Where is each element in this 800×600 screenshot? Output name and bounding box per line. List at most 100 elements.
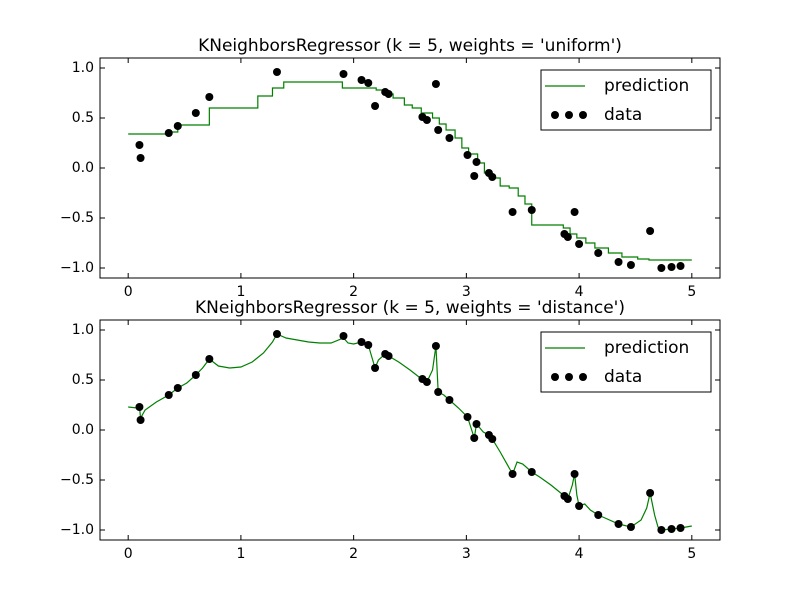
data-point xyxy=(364,79,373,87)
x-tick-label: 3 xyxy=(462,546,471,562)
y-tick-label: 0.5 xyxy=(72,110,94,126)
data-point xyxy=(575,240,584,248)
data-point xyxy=(272,330,281,338)
data-point xyxy=(135,403,144,411)
x-tick-label: 0 xyxy=(124,546,133,562)
data-point xyxy=(527,206,536,214)
y-tick-label: 0.0 xyxy=(72,160,94,176)
legend-label: data xyxy=(604,367,642,387)
y-tick-label: 1.0 xyxy=(72,60,94,76)
data-point xyxy=(422,378,431,386)
chart-title: KNeighborsRegressor (k = 5, weights = 'u… xyxy=(198,36,622,56)
data-point xyxy=(339,70,348,78)
x-tick-label: 5 xyxy=(687,546,696,562)
y-tick-label: −1.0 xyxy=(60,522,94,538)
data-point xyxy=(470,172,479,180)
x-tick-label: 1 xyxy=(236,284,245,300)
data-point xyxy=(135,141,144,149)
data-point xyxy=(472,158,481,166)
legend-marker xyxy=(565,373,573,381)
legend-label: data xyxy=(604,105,642,125)
data-point xyxy=(594,511,603,519)
data-point xyxy=(488,173,497,181)
data-point xyxy=(676,524,685,532)
data-point xyxy=(136,154,145,162)
data-point xyxy=(205,355,214,363)
data-point xyxy=(136,416,145,424)
data-point xyxy=(357,76,366,84)
data-point xyxy=(371,102,380,110)
data-point xyxy=(527,468,536,476)
data-point xyxy=(626,261,635,269)
y-tick-label: 0.0 xyxy=(72,422,94,438)
data-point xyxy=(508,208,517,216)
prediction-line xyxy=(128,333,692,531)
data-point xyxy=(434,388,443,396)
legend-marker xyxy=(579,111,587,119)
data-point xyxy=(422,116,431,124)
data-point xyxy=(646,227,655,235)
x-tick-label: 1 xyxy=(236,546,245,562)
data-point xyxy=(575,502,584,510)
prediction-line xyxy=(128,81,692,261)
legend-label: prediction xyxy=(604,338,689,358)
legend-marker xyxy=(551,111,559,119)
x-tick-label: 0 xyxy=(124,284,133,300)
data-point xyxy=(570,470,579,478)
x-tick-label: 5 xyxy=(687,284,696,300)
y-tick-label: −0.5 xyxy=(60,210,94,226)
data-point xyxy=(173,122,182,130)
data-point xyxy=(357,338,366,346)
data-point xyxy=(594,249,603,257)
data-point xyxy=(667,263,676,271)
data-point xyxy=(563,495,572,503)
data-point xyxy=(384,352,393,360)
data-point xyxy=(463,413,472,421)
data-point xyxy=(164,129,173,137)
data-point xyxy=(463,151,472,159)
data-point xyxy=(570,208,579,216)
data-point xyxy=(371,364,380,372)
data-point xyxy=(173,384,182,392)
data-point xyxy=(676,262,685,270)
y-tick-label: −1.0 xyxy=(60,260,94,276)
x-tick-label: 2 xyxy=(349,284,358,300)
y-tick-label: 1.0 xyxy=(72,322,94,338)
x-tick-label: 4 xyxy=(575,546,584,562)
data-point xyxy=(339,332,348,340)
data-point xyxy=(434,126,443,134)
y-tick-label: 0.5 xyxy=(72,372,94,388)
axes-frame xyxy=(99,319,721,541)
data-point xyxy=(614,520,623,528)
legend-label: prediction xyxy=(604,76,689,96)
legend-box xyxy=(540,69,712,131)
data-point xyxy=(364,341,373,349)
data-point xyxy=(472,420,481,428)
legend-marker xyxy=(579,373,587,381)
legend-box xyxy=(540,331,712,393)
data-point xyxy=(667,525,676,533)
data-point xyxy=(164,391,173,399)
data-point xyxy=(445,134,454,142)
x-tick-label: 3 xyxy=(462,284,471,300)
legend-marker xyxy=(565,111,573,119)
data-point xyxy=(445,396,454,404)
data-point xyxy=(272,68,281,76)
data-point xyxy=(191,109,200,117)
data-point xyxy=(657,526,666,534)
data-point xyxy=(563,233,572,241)
data-point xyxy=(626,523,635,531)
data-point xyxy=(205,93,214,101)
data-point xyxy=(508,470,517,478)
data-point xyxy=(488,435,497,443)
data-point xyxy=(431,80,440,88)
x-tick-label: 2 xyxy=(349,546,358,562)
axes-frame xyxy=(99,57,721,279)
data-point xyxy=(191,371,200,379)
y-tick-label: −0.5 xyxy=(60,472,94,488)
data-point xyxy=(470,434,479,442)
chart-title: KNeighborsRegressor (k = 5, weights = 'd… xyxy=(195,298,625,318)
data-point xyxy=(646,489,655,497)
data-point xyxy=(384,90,393,98)
